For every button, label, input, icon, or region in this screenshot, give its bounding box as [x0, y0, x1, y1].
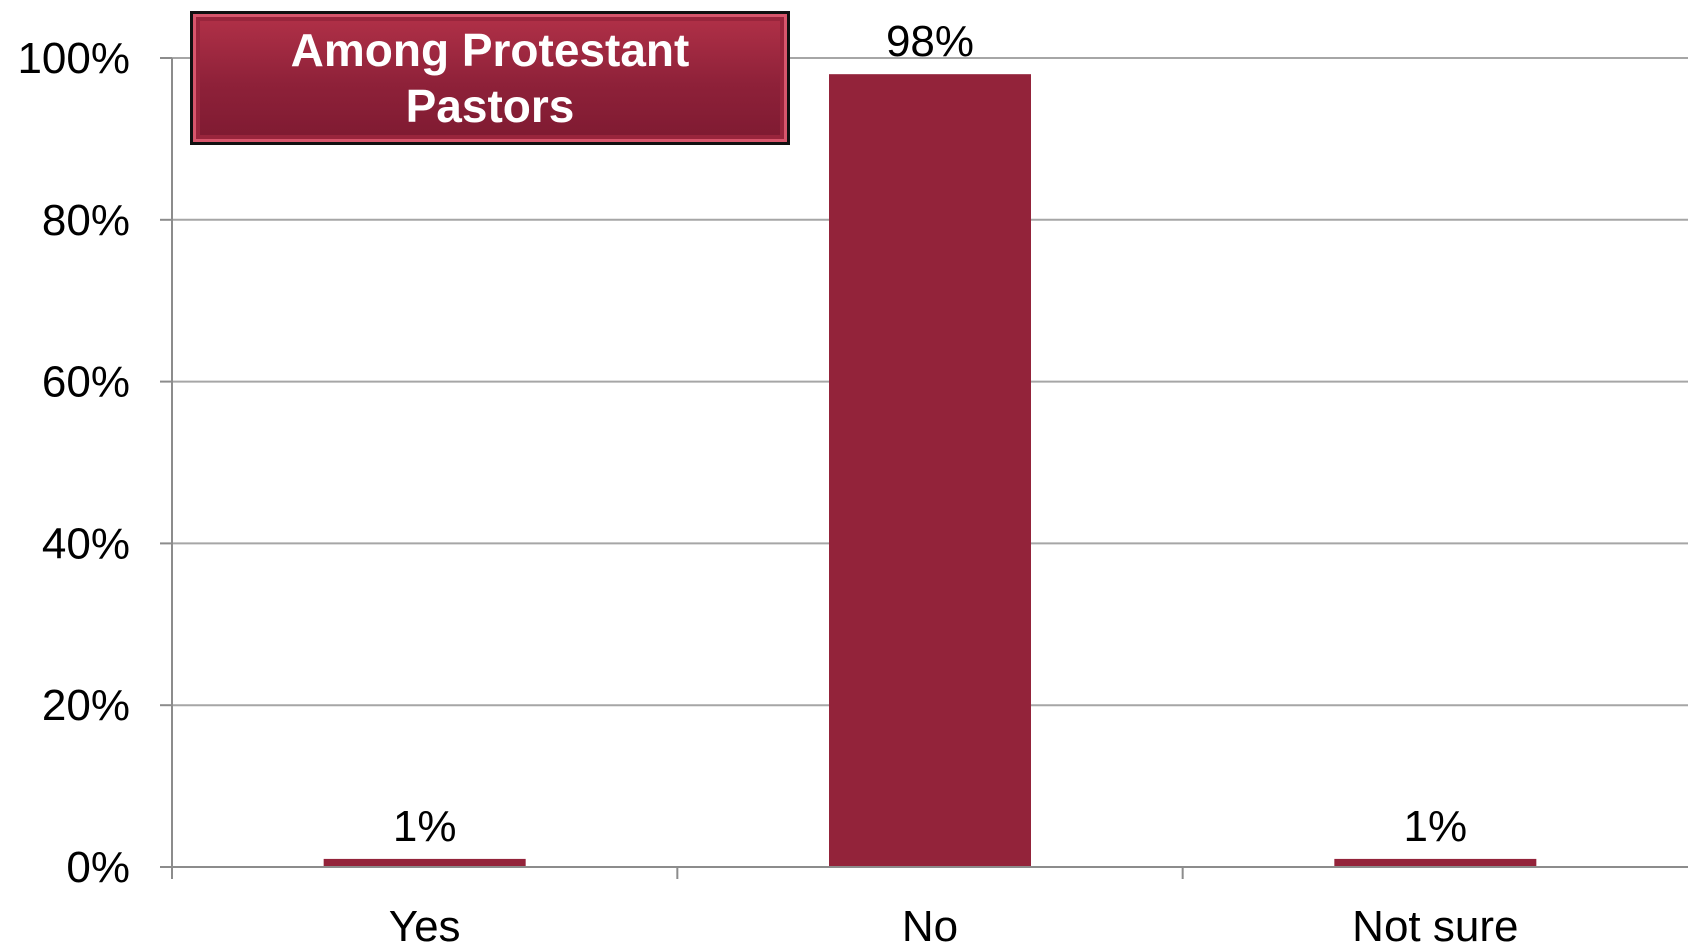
callout-text: Among Protestant Pastors	[290, 24, 690, 132]
y-tick-label: 0%	[66, 843, 130, 892]
y-tick-labels: 0% 20% 40% 60% 80% 100%	[17, 34, 130, 892]
y-tick-label: 60%	[42, 358, 130, 407]
y-tick-label: 80%	[42, 196, 130, 245]
x-tick-label: Yes	[389, 902, 461, 950]
y-tick-label: 40%	[42, 519, 130, 568]
data-label: 1%	[1404, 802, 1468, 851]
data-label: 98%	[886, 17, 974, 66]
bar-yes	[323, 858, 526, 867]
bar-not-sure	[1334, 858, 1537, 867]
y-tick-label: 20%	[42, 681, 130, 730]
x-tick-labels: Yes No Not sure	[389, 902, 1519, 950]
data-label: 1%	[393, 802, 457, 851]
callout-box: Among Protestant Pastors	[190, 11, 790, 145]
x-tick-label: Not sure	[1352, 902, 1518, 950]
axes	[160, 57, 1688, 879]
y-tick-label: 100%	[17, 34, 130, 83]
bar-no	[829, 74, 1031, 868]
data-labels: 1% 98% 1%	[393, 17, 1467, 851]
x-tick-label: No	[902, 902, 958, 950]
bars	[323, 74, 1537, 868]
